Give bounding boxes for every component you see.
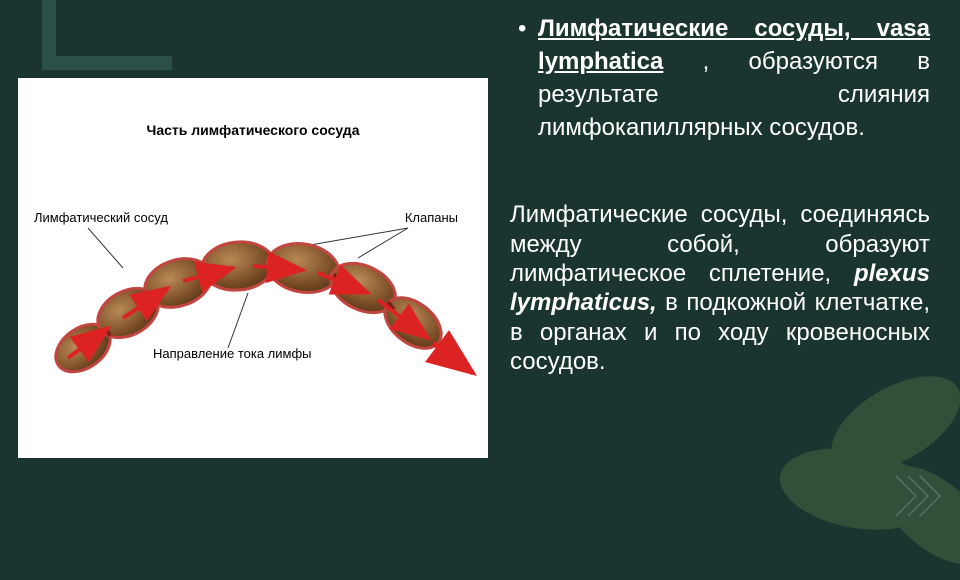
vessel-diagram xyxy=(28,188,478,398)
accent-bar-horizontal xyxy=(42,56,172,70)
paragraph-1: Лимфатические сосуды, vasa lymphatica , … xyxy=(510,12,930,144)
paragraph-2: Лимфатические сосуды, соединяясь между с… xyxy=(510,200,930,376)
accent-bar-vertical xyxy=(42,0,56,56)
figure-caption: Часть лимфатического сосуда xyxy=(18,122,488,138)
corner-chevrons-icon xyxy=(890,470,942,522)
text-column: Лимфатические сосуды, vasa lymphatica , … xyxy=(510,0,930,376)
anatomy-figure: Часть лимфатического сосуда Лимфатически… xyxy=(18,78,488,458)
